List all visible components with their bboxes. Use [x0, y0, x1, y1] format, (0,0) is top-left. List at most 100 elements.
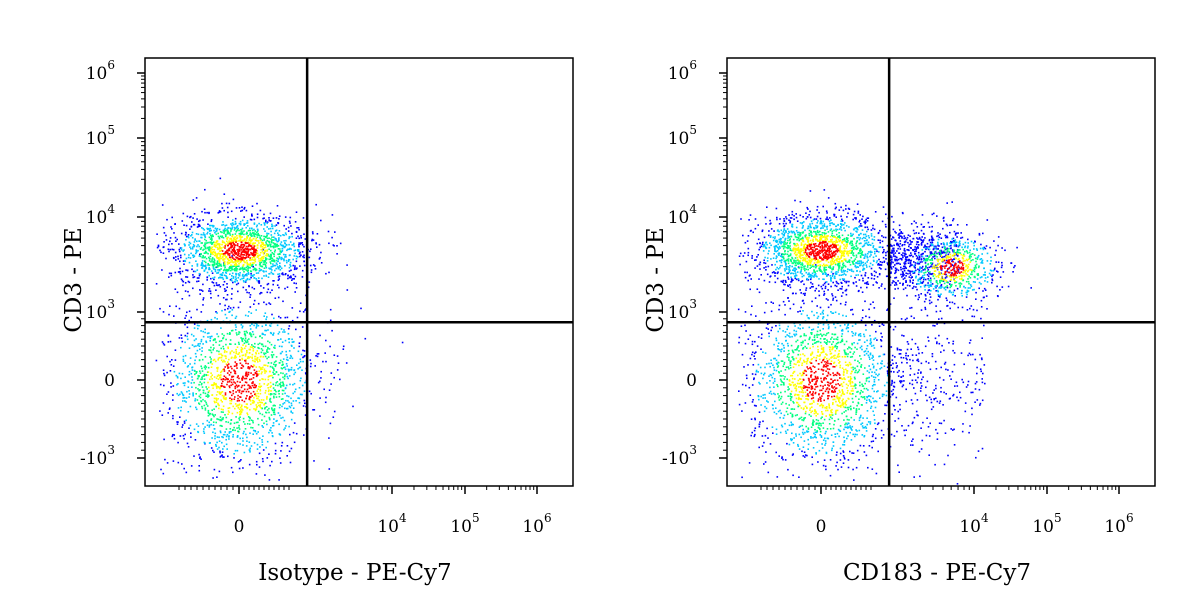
- data-point: [894, 325, 897, 328]
- data-point: [748, 386, 751, 389]
- data-point: [883, 249, 885, 251]
- data-point: [266, 440, 269, 443]
- data-point: [952, 343, 954, 345]
- data-point: [285, 425, 287, 427]
- data-point: [184, 282, 187, 284]
- data-point: [252, 232, 255, 235]
- data-point: [179, 270, 181, 273]
- data-point: [246, 277, 249, 280]
- data-point: [938, 236, 941, 239]
- data-point: [206, 388, 208, 390]
- data-point: [920, 229, 923, 232]
- data-point: [927, 275, 930, 278]
- data-point: [754, 227, 757, 230]
- data-point: [229, 232, 231, 234]
- data-point: [213, 415, 215, 418]
- data-point: [235, 207, 238, 209]
- data-point: [210, 235, 213, 238]
- data-point: [921, 214, 924, 216]
- data-point: [999, 276, 1002, 278]
- data-point: [882, 206, 885, 208]
- data-point: [966, 224, 968, 226]
- data-point: [241, 340, 244, 343]
- data-point: [931, 238, 933, 241]
- data-point: [235, 276, 237, 278]
- data-point: [236, 268, 239, 270]
- data-point: [902, 283, 904, 285]
- data-point: [360, 307, 362, 310]
- data-point: [204, 256, 206, 258]
- data-point: [225, 357, 227, 360]
- data-point: [220, 257, 222, 260]
- data-point: [289, 261, 292, 264]
- data-point: [950, 245, 952, 247]
- data-point: [180, 232, 183, 235]
- data-point: [260, 399, 263, 401]
- data-point: [205, 261, 207, 264]
- data-point: [801, 280, 804, 282]
- data-point: [227, 413, 229, 415]
- data-point: [751, 401, 754, 403]
- data-point: [298, 387, 301, 389]
- data-point: [268, 273, 270, 275]
- data-point: [208, 413, 211, 416]
- data-point: [257, 255, 259, 257]
- data-point: [250, 392, 252, 395]
- data-point: [265, 258, 267, 261]
- data-point: [228, 232, 230, 235]
- data-point: [859, 214, 861, 216]
- data-point: [243, 240, 245, 242]
- data-point: [884, 287, 886, 290]
- data-point: [219, 431, 222, 434]
- data-point: [930, 408, 933, 411]
- data-point: [264, 244, 267, 247]
- data-point: [889, 284, 892, 286]
- data-point: [928, 435, 931, 437]
- data-point: [219, 276, 221, 278]
- data-point: [951, 259, 954, 261]
- data-point: [782, 300, 785, 303]
- data-point: [266, 250, 268, 252]
- data-point: [163, 438, 165, 441]
- data-point: [254, 245, 257, 247]
- data-point: [257, 392, 259, 395]
- data-point: [894, 272, 896, 275]
- data-point: [271, 289, 273, 291]
- data-point: [293, 382, 296, 385]
- x-tick-label: 104: [377, 511, 407, 537]
- data-point: [224, 227, 226, 230]
- data-point: [172, 385, 175, 387]
- data-point: [237, 394, 239, 397]
- data-point: [184, 376, 186, 378]
- data-point: [782, 458, 784, 461]
- data-point: [272, 411, 275, 414]
- data-point: [199, 457, 201, 459]
- data-point: [904, 434, 906, 437]
- data-point: [274, 297, 277, 299]
- data-point: [956, 396, 958, 399]
- data-point: [188, 393, 191, 395]
- data-point: [745, 260, 748, 263]
- data-point: [263, 364, 265, 366]
- data-point: [179, 260, 181, 263]
- data-point: [891, 258, 893, 260]
- data-point: [182, 212, 185, 215]
- data-point: [753, 435, 756, 438]
- data-point: [264, 250, 266, 252]
- data-point: [170, 226, 172, 228]
- data-point: [337, 362, 340, 364]
- data-point: [1014, 265, 1016, 267]
- data-point: [969, 339, 972, 342]
- data-point: [320, 251, 322, 254]
- data-point: [244, 335, 247, 337]
- data-point: [186, 390, 188, 393]
- data-point: [776, 218, 778, 221]
- data-point: [253, 267, 256, 269]
- data-point: [215, 377, 218, 379]
- data-point: [791, 210, 794, 213]
- data-point: [202, 249, 204, 251]
- data-point: [235, 278, 237, 280]
- data-point: [956, 255, 959, 257]
- data-point: [269, 227, 272, 230]
- data-point: [318, 243, 321, 246]
